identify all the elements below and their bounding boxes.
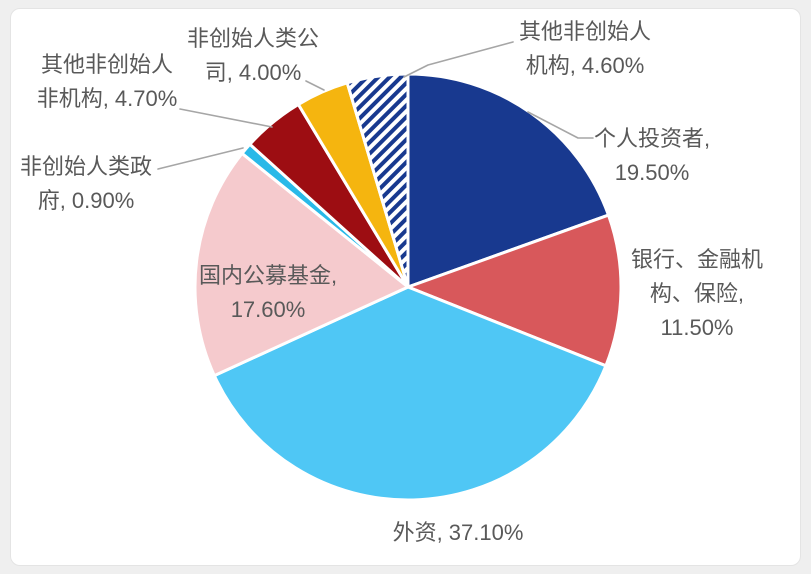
leader-line-non-founder-company — [305, 80, 325, 91]
leader-line-other-non-founder-non-institution — [179, 108, 273, 128]
pie-slice-domestic-public-funds — [193, 151, 410, 378]
leader-line-non-founder-government — [157, 147, 244, 170]
pie-slice-other-non-founder-institution — [345, 72, 410, 289]
leader-lines — [157, 41, 594, 170]
pie-slice-foreign-capital — [212, 285, 608, 502]
leader-line-other-non-founder-institution — [403, 41, 514, 78]
pie-slice-banks-financial-institutions-insurance — [406, 213, 623, 368]
pie-slices — [193, 72, 623, 502]
leader-line-individual-investors — [527, 111, 594, 139]
